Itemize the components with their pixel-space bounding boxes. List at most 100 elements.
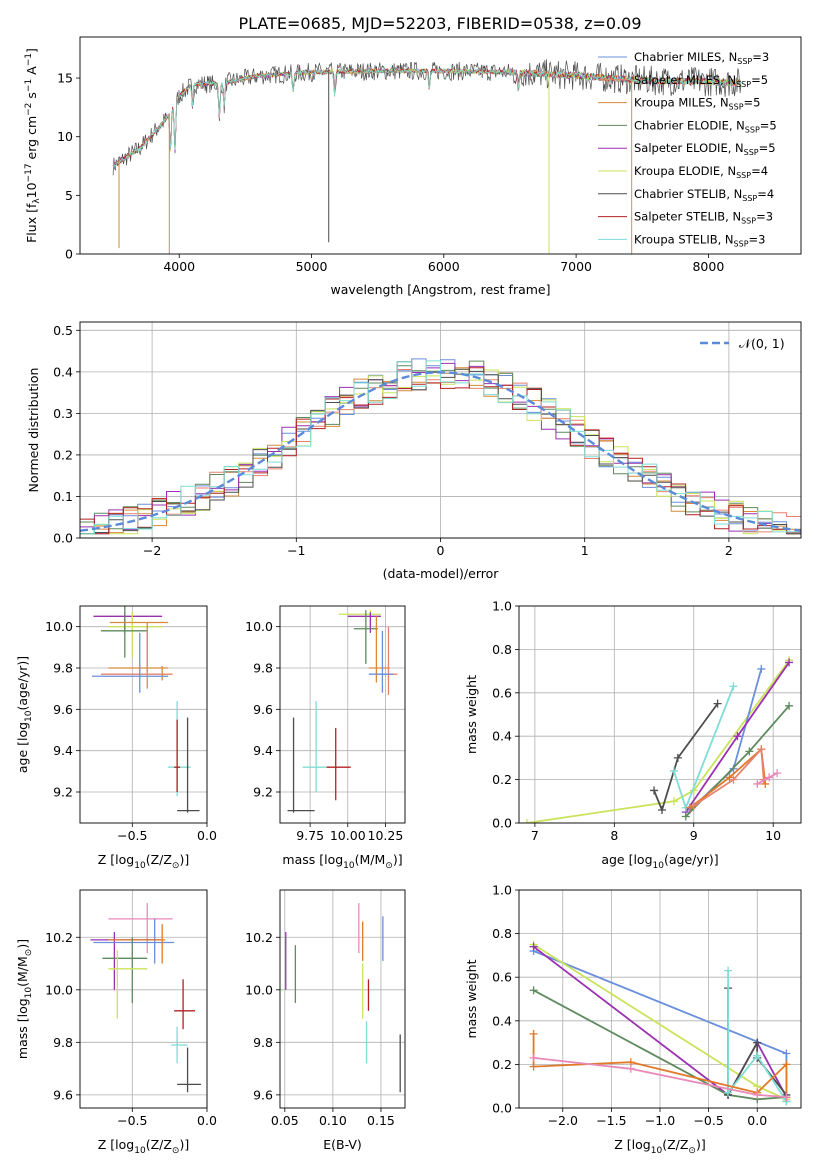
x-tick-label: 4000 [163, 259, 195, 274]
x-tick-label: 0.05 [271, 1113, 299, 1128]
y-tick-label: 9.4 [253, 743, 273, 758]
legend-label: Kroupa STELIB, NSSP=3 [634, 232, 765, 248]
weight-marker [650, 786, 659, 795]
weight-series-line [756, 772, 778, 785]
x-tick-label: −0.5 [693, 1113, 723, 1128]
legend-label: Chabrier ELODIE, NSSP=5 [634, 118, 777, 134]
y-tick-label: 10.2 [245, 930, 273, 945]
x-tick-label: −0.5 [117, 828, 147, 843]
weight-marker [724, 1088, 733, 1097]
x-tick-label: 0.10 [319, 1113, 347, 1128]
x-tick-label: −1 [287, 543, 305, 558]
x-tick-label: 0.0 [197, 1113, 217, 1128]
y-tick-label: 0.2 [492, 772, 512, 787]
y-tick-label: 0.2 [53, 447, 73, 462]
y-axis-label: mass weight [464, 675, 479, 754]
y-tick-label: 0.4 [53, 364, 73, 379]
x-axis-label: Z [log10(Z/Z⊙)] [614, 1137, 705, 1156]
x-tick-label: 10.00 [330, 828, 366, 843]
weight-marker [673, 753, 682, 762]
y-tick-label: 0.8 [492, 926, 512, 941]
weight-marker [753, 779, 762, 788]
x-tick-label: 10.25 [368, 828, 404, 843]
errorbars [287, 610, 398, 813]
axes-frame [79, 605, 208, 824]
x-axis-label: (data-model)/error [383, 566, 500, 581]
y-tick-label: 0.0 [53, 531, 73, 546]
x-axis-label: Z [log10(Z/Z⊙)] [98, 852, 189, 871]
histogram-step [80, 367, 801, 535]
weight-marker [669, 766, 678, 775]
y-tick-label: 0.2 [492, 1057, 512, 1072]
weight-marker [529, 1062, 538, 1071]
y-axis-label: Normed distribution [26, 368, 41, 493]
weight-marker [529, 1053, 538, 1062]
y-tick-label: 0.6 [492, 685, 512, 700]
x-tick-label: 9.75 [296, 828, 324, 843]
y-tick-label: 9.8 [253, 1035, 273, 1050]
axes-frame [279, 605, 406, 824]
weight-series-line [533, 1057, 787, 1098]
y-tick-label: 5 [65, 188, 73, 203]
y-tick-label: 0.4 [492, 1013, 512, 1028]
axes-mass_vs_ebv: 0.05 0.10 0.15 9.6 9.8 10.0 10.2 E(B-V) [245, 889, 406, 1152]
y-tick-label: 10.2 [45, 930, 73, 945]
x-axis-label: mass [log10(M/M⊙)] [282, 852, 402, 871]
weight-lines [522, 656, 794, 823]
x-tick-label: 0.15 [367, 1113, 395, 1128]
axes-frame [518, 605, 802, 824]
y-axis-label: mass weight [464, 959, 479, 1038]
weight-marker [753, 1038, 762, 1047]
axes-mass_vs_Z: −0.5 0.0 9.6 9.8 10.0 10.2 Z [log10(Z/Z⊙)] mass… [15, 889, 217, 1156]
y-tick-label: 10.0 [45, 982, 73, 997]
weight-series-line [689, 668, 763, 811]
x-tick-label: −1.0 [645, 1113, 675, 1128]
weight-lines [529, 940, 791, 1106]
y-tick-label: 0.0 [492, 1101, 512, 1116]
weight-marker [753, 1051, 762, 1060]
x-tick-label: −0.5 [117, 1113, 147, 1128]
x-tick-label: 7000 [560, 259, 592, 274]
weight-marker [733, 732, 742, 741]
x-tick-label: 5000 [296, 259, 328, 274]
axes-frame [518, 889, 802, 1109]
weight-marker [681, 812, 690, 821]
weight-marker [782, 1093, 791, 1102]
weight-marker [713, 699, 722, 708]
weight-marker [522, 819, 531, 823]
legend-label: Salpeter ELODIE, NSSP=5 [634, 141, 776, 157]
weight-marker [529, 942, 538, 951]
legend-label: Chabrier STELIB, NSSP=4 [634, 187, 774, 203]
weight-marker [761, 779, 770, 788]
legend-label: Kroupa ELODIE, NSSP=4 [634, 164, 768, 180]
y-tick-label: 9.2 [53, 785, 73, 800]
y-tick-label: 9.6 [253, 1087, 273, 1102]
weight-marker [626, 1064, 635, 1073]
weight-marker [765, 773, 774, 782]
y-tick-label: 10.0 [245, 619, 273, 634]
y-tick-label: 9.8 [53, 661, 73, 676]
weight-marker [745, 747, 754, 756]
y-tick-label: 0 [65, 247, 73, 262]
weight-series-line [653, 703, 719, 813]
y-tick-label: 9.6 [53, 702, 73, 717]
figure-title: PLATE=0685, MJD=52203, FIBERID=0538, z=0… [238, 14, 641, 33]
weight-marker [782, 1060, 791, 1069]
legend-label: 𝒩(0, 1) [739, 336, 785, 351]
weight-marker [729, 682, 738, 691]
axes-frame [279, 889, 406, 1109]
weight-marker [782, 1049, 791, 1058]
axes-spectrum: 4000 5000 6000 7000 8000 0 5 10 15 Chabrier MILES… [24, 36, 802, 297]
weight-marker [669, 797, 678, 806]
y-tick-label: 0.4 [492, 729, 512, 744]
weight-marker [529, 986, 538, 995]
x-tick-label: 6000 [428, 259, 460, 274]
histograms [80, 358, 801, 535]
normal-curve [80, 371, 801, 532]
x-axis-label: wavelength [Angstrom, rest frame] [330, 282, 550, 297]
weight-marker [757, 745, 766, 754]
weight-marker [729, 775, 738, 784]
y-tick-label: 1.0 [492, 599, 512, 614]
weight-marker [657, 805, 666, 814]
